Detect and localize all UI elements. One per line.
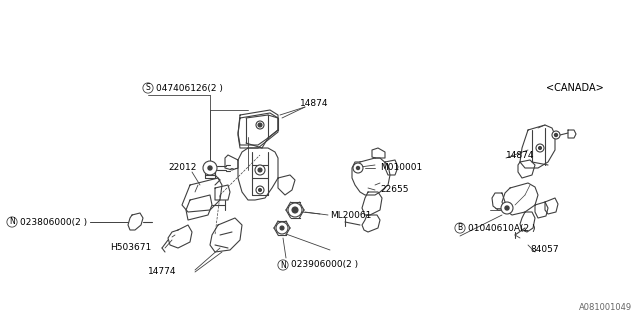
- Text: 22655: 22655: [380, 186, 408, 195]
- Circle shape: [552, 131, 560, 139]
- Circle shape: [255, 165, 265, 175]
- Text: M010001: M010001: [380, 164, 422, 172]
- Circle shape: [203, 161, 217, 175]
- Text: 047406126(2 ): 047406126(2 ): [156, 84, 223, 92]
- Circle shape: [536, 144, 544, 152]
- Circle shape: [256, 186, 264, 194]
- Circle shape: [258, 123, 262, 127]
- Circle shape: [538, 147, 541, 149]
- Text: B: B: [458, 223, 463, 233]
- Text: A081001049: A081001049: [579, 303, 632, 312]
- Text: <CANADA>: <CANADA>: [546, 83, 604, 93]
- Circle shape: [288, 203, 302, 217]
- Text: 22012: 22012: [168, 164, 196, 172]
- Text: 14774: 14774: [148, 268, 177, 276]
- Circle shape: [258, 168, 262, 172]
- Circle shape: [280, 226, 284, 230]
- Text: 023906000(2 ): 023906000(2 ): [291, 260, 358, 269]
- Text: 023806000(2 ): 023806000(2 ): [20, 218, 87, 227]
- Circle shape: [259, 188, 262, 191]
- Circle shape: [256, 121, 264, 129]
- Text: 14874: 14874: [300, 99, 328, 108]
- Text: 84057: 84057: [530, 245, 559, 254]
- Text: N: N: [280, 260, 286, 269]
- Text: 01040610A(2 ): 01040610A(2 ): [468, 223, 536, 233]
- Circle shape: [501, 202, 513, 214]
- Circle shape: [505, 206, 509, 210]
- Text: H503671: H503671: [110, 244, 151, 252]
- Circle shape: [292, 207, 298, 213]
- Circle shape: [276, 222, 288, 234]
- Text: ML20061: ML20061: [330, 211, 371, 220]
- Circle shape: [353, 163, 363, 173]
- Text: S: S: [146, 84, 150, 92]
- Circle shape: [356, 166, 360, 170]
- Circle shape: [208, 166, 212, 170]
- Text: 14874: 14874: [506, 150, 534, 159]
- Text: N: N: [9, 218, 15, 227]
- Circle shape: [554, 133, 557, 137]
